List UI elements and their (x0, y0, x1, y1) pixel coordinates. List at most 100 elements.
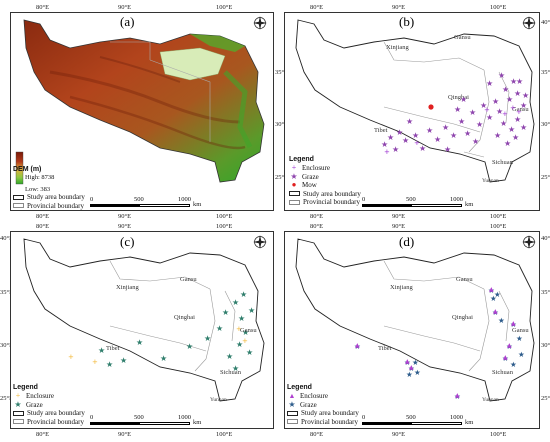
svg-text:★: ★ (406, 117, 413, 126)
region-label-sichuan: Sichuan (492, 159, 513, 166)
scalebar-a: 0 500 1000 km (90, 196, 210, 210)
svg-text:+: + (236, 325, 242, 333)
svg-text:★: ★ (404, 358, 411, 367)
svg-text:★: ★ (502, 85, 509, 94)
north-arrow-icon (522, 235, 536, 249)
region-label-gansu-c: Gansu (180, 276, 197, 283)
svg-text:★: ★ (504, 139, 511, 148)
legend-b-enclosure-label: Enclosure (302, 164, 330, 173)
svg-text:★: ★ (458, 117, 465, 126)
svg-text:★: ★ (469, 108, 476, 117)
graze-marker-icon: ★ (290, 171, 298, 181)
svg-text:+: + (502, 110, 508, 118)
provincial-swatch (13, 419, 24, 425)
svg-text:★: ★ (480, 101, 487, 110)
svg-text:★: ★ (506, 342, 513, 351)
legend-c-graze: ★ Graze (13, 400, 133, 410)
svg-text:★: ★ (226, 352, 233, 361)
scale-a-unit: km (193, 201, 202, 208)
svg-text:+: + (510, 104, 516, 112)
region-label-qinghai-c: Qinghai (174, 314, 195, 321)
legend-d-title: Legend (287, 384, 312, 391)
c-lon-80-bottom: 80°E (36, 431, 50, 438)
legend-c: Legend + Enclosure ★ Graze Study area boun… (13, 384, 133, 426)
svg-text:★: ★ (492, 308, 499, 317)
enclosure-marker-icon: + (291, 163, 297, 173)
scalebar-d: 0 500 1000 km (362, 414, 482, 428)
legend-d-enclosure: ▲ Enclosure (287, 392, 407, 401)
svg-text:★: ★ (402, 136, 409, 145)
svg-text:★: ★ (120, 356, 127, 365)
enclosure-points-b: +++ ++ + (384, 104, 522, 156)
svg-text:★: ★ (494, 131, 501, 140)
svg-text:★: ★ (516, 334, 523, 343)
legend-d-prov-label: Provincial boundary (301, 417, 358, 426)
boundary-map-b (295, 19, 535, 183)
d-lat-40: 40°N (541, 235, 550, 242)
svg-text:★: ★ (496, 107, 503, 116)
scale-c-500: 500 (134, 414, 144, 421)
svg-text:★: ★ (498, 316, 505, 325)
legend-b-study-area: Study area boundary (289, 190, 409, 199)
svg-text:+: + (384, 148, 390, 156)
svg-text:★: ★ (354, 342, 361, 351)
legend-b: Legend + Enclosure ★ Graze ● Mow Study area… (289, 156, 409, 207)
legend-c-study-area: Study area boundary (13, 409, 133, 418)
svg-text:★: ★ (498, 71, 505, 80)
legend-a-high: High: 8738 (25, 174, 55, 182)
region-label-xinjiang: Xinjiang (386, 44, 409, 51)
study-area-swatch (287, 410, 298, 416)
svg-text:★: ★ (476, 120, 483, 129)
svg-text:+: + (484, 106, 490, 114)
svg-text:★: ★ (492, 97, 499, 106)
scale-d-1000: 1000 (450, 414, 463, 421)
legend-b-study-label: Study area boundary (303, 189, 361, 198)
svg-text:★: ★ (387, 133, 394, 142)
svg-text:★: ★ (502, 354, 509, 363)
region-label-tibet: Tibet (374, 127, 388, 134)
svg-text:★: ★ (412, 358, 419, 367)
north-arrow-icon (522, 16, 536, 30)
svg-text:★: ★ (510, 77, 517, 86)
legend-b-title: Legend (289, 156, 314, 163)
region-label-xinjiang-c: Xinjiang (116, 284, 139, 291)
svg-text:★: ★ (486, 79, 493, 88)
scale-b-unit: km (465, 201, 474, 208)
legend-b-enclosure: + Enclosure (289, 164, 409, 173)
svg-text:★: ★ (450, 131, 457, 140)
svg-text:▲: ▲ (493, 308, 498, 315)
legend-c-provincial: Provincial boundary (13, 418, 133, 427)
lon-tick-100: 100°E (216, 4, 233, 11)
scale-b-500: 500 (406, 196, 416, 203)
c-lon-100-bottom: 100°E (216, 431, 233, 438)
d-lat-25: 25°N (541, 395, 550, 402)
region-label-qinghai-d: Qinghai (452, 314, 473, 321)
panel-label-b: (b) (399, 14, 415, 29)
svg-text:★: ★ (508, 125, 515, 134)
svg-text:★: ★ (506, 95, 513, 104)
region-label-gansu-d: Gansu (456, 276, 473, 283)
svg-text:★: ★ (414, 368, 421, 377)
svg-text:▲: ▲ (507, 342, 512, 349)
svg-text:★: ★ (522, 91, 529, 100)
panel-label-a: (a) (120, 14, 135, 29)
legend-a-study-label: Study area boundary (27, 193, 85, 202)
lon-tick-90: 90°E (118, 4, 132, 11)
dem-map (15, 19, 265, 185)
svg-text:★: ★ (434, 135, 441, 144)
d-lat-35: 35°N (541, 289, 550, 296)
enclosure-points-d: ▲▲▲▲ ▲▲▲▲ ▲ (355, 286, 516, 399)
legend-c-prov-label: Provincial boundary (27, 417, 84, 426)
b-lon-80: 80°E (310, 4, 324, 11)
c-lon-80: 80°E (36, 223, 50, 230)
svg-text:★: ★ (106, 360, 113, 369)
scale-b-bar (362, 204, 462, 207)
graze-points-c: ★★ ★★ ★★★★ ★★★★ ★★★★ ★★ (98, 290, 255, 373)
scale-d-0: 0 (362, 414, 366, 421)
scale-b-1000: 1000 (450, 196, 463, 203)
legend-c-graze-label: Graze (26, 400, 43, 409)
scale-d-unit: km (465, 419, 474, 426)
svg-text:★: ★ (442, 123, 449, 132)
legend-a-prov-label: Provincial boundary (27, 201, 84, 210)
svg-text:★: ★ (98, 346, 105, 355)
